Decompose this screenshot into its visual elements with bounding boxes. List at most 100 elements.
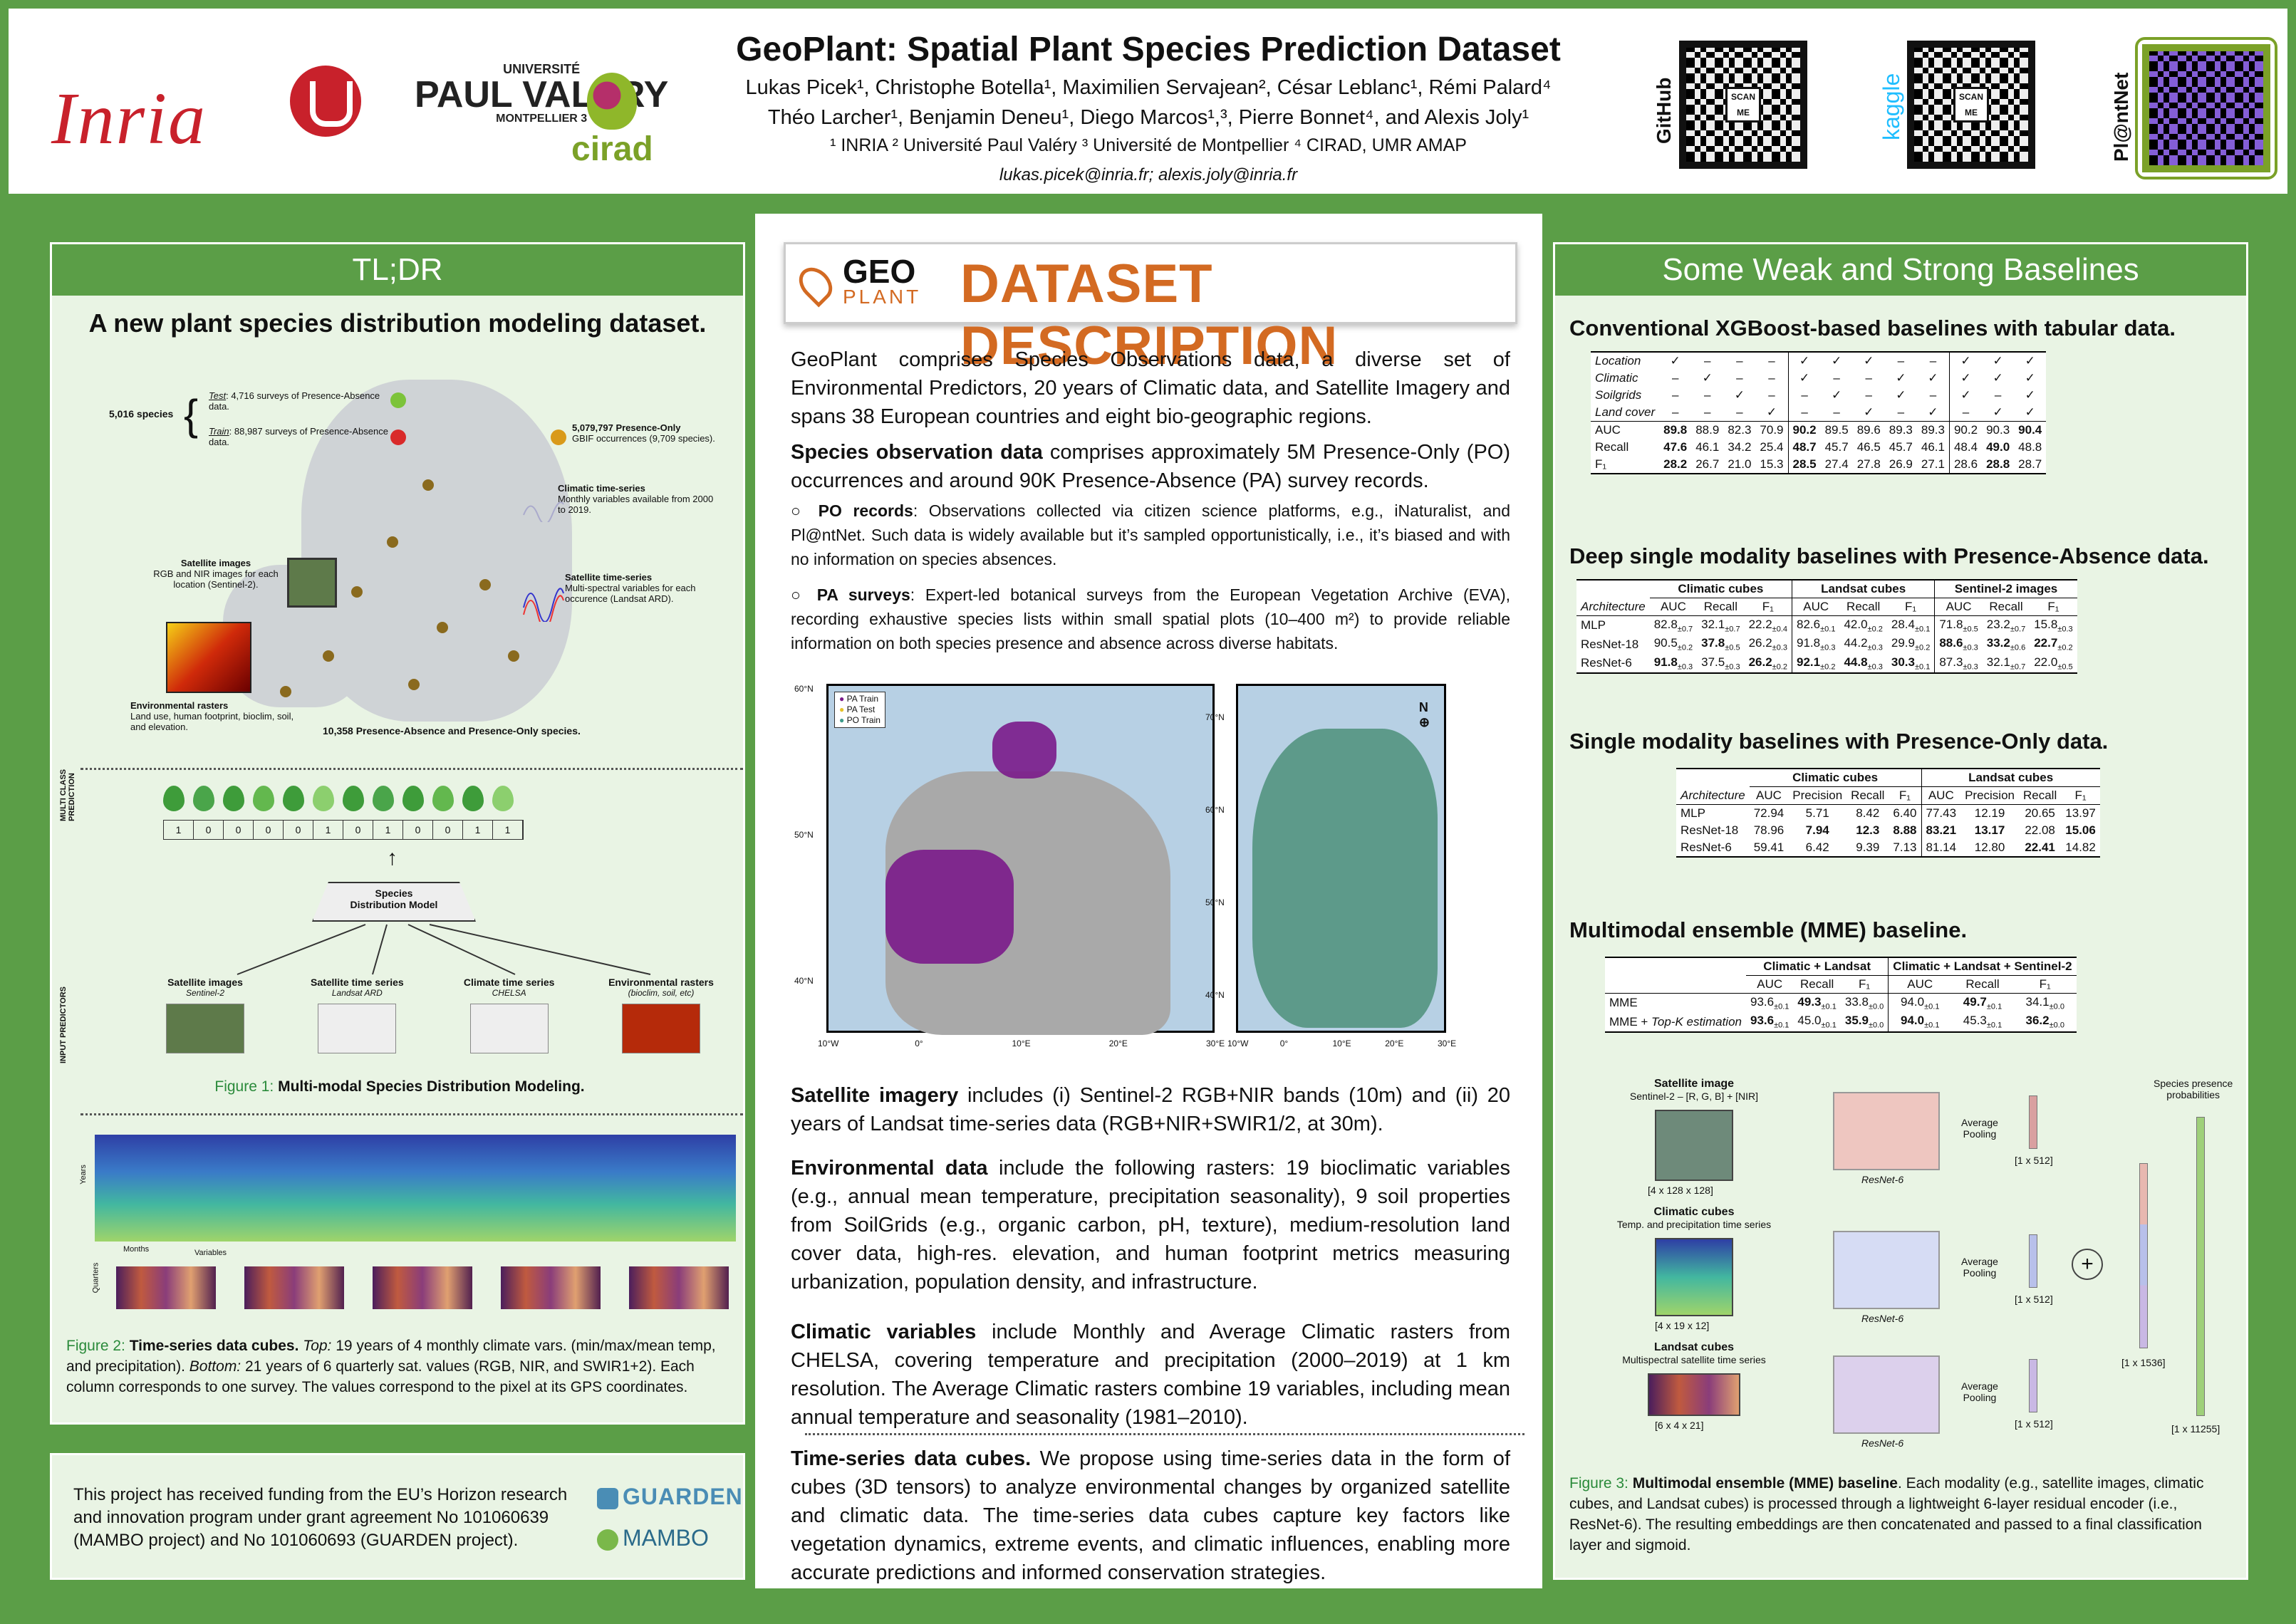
input-predictor-subtitle: CHELSA	[492, 988, 526, 998]
embedding-vector	[2029, 1234, 2037, 1288]
cell-value: 92.1	[1797, 655, 1821, 669]
survey-dot	[323, 650, 334, 662]
concatenate-icon: +	[2072, 1249, 2103, 1280]
table-cell: 88.6±0.3	[1934, 635, 1983, 654]
satellite-image-shape: [4 x 128 x 128]	[1648, 1185, 1713, 1196]
table-cell: –	[1787, 404, 1821, 422]
inria-logo: Inria	[51, 78, 207, 160]
table-row: AUC 89.8 88.9 82.3 70.9 90.2 89.5 89.6 89.3 89.3 9…	[1591, 421, 2046, 439]
cell-value: 42.0	[1844, 618, 1868, 631]
table-cell: ✓	[1993, 405, 2003, 419]
survey-dot	[408, 679, 420, 690]
table-group-header: Climatic cubes	[1649, 580, 1792, 598]
affiliations: ¹ INRIA ² Université Paul Valéry ³ Unive…	[830, 135, 1467, 155]
row-header: MLP	[1681, 806, 1705, 820]
leaf-icon	[402, 786, 424, 811]
row-header: MME + Top-K estimation	[1605, 1012, 1746, 1031]
table-cell: 47.6	[1663, 440, 1688, 454]
input-predictor-subtitle: Landsat ARD	[331, 988, 383, 998]
github-qr-code[interactable]: SCAN ME	[1679, 41, 1807, 169]
cell-std: ±0.2	[1772, 662, 1788, 672]
table-row: Climatic – ✓ – – ✓ – – ✓ ✓ ✓ ✓ ✓	[1591, 370, 2046, 387]
cell-value: 37.5	[1701, 655, 1725, 669]
train-marker-icon	[390, 430, 406, 445]
mambo-logo: MAMBO	[597, 1525, 709, 1551]
prediction-vector-cell: 0	[403, 821, 433, 839]
embedding-vector	[2029, 1095, 2037, 1149]
poster-header: Inria UNIVERSITÉ PAUL VALÉRY MONTPELLIER…	[9, 9, 2287, 194]
row-header: F₁	[1595, 457, 1607, 471]
leaf-icon	[313, 786, 334, 811]
prediction-vector-cell: 0	[284, 821, 313, 839]
table-cell: 26.2±0.2	[1745, 654, 1792, 673]
table-cell: 29.9±0.2	[1887, 635, 1935, 653]
table-cell: 25.4	[1760, 440, 1784, 454]
axis-months: Months	[123, 1245, 150, 1254]
table-cell: ✓	[1670, 354, 1681, 368]
leaf-icon	[373, 786, 394, 811]
cell-std: ±0.3	[1867, 662, 1883, 672]
row-header: Land cover	[1595, 405, 1656, 419]
satellite-image-input-label: Satellite image Sentinel-2 – [R, G, B] + …	[1629, 1078, 1759, 1102]
table-cell: 93.6±0.1	[1746, 994, 1793, 1013]
output-shape: [1 x 11255]	[2171, 1423, 2220, 1435]
cirad-logo: cirad	[571, 73, 653, 169]
cell-value: 23.2	[1986, 618, 2010, 631]
cell-std: ±0.4	[1772, 625, 1788, 634]
table-cell: 15.06	[2065, 823, 2096, 837]
table-cell: 22.41	[2025, 840, 2055, 854]
cell-std: ±0.0	[1868, 1021, 1884, 1030]
table-group-header: Climatic + Landsat + Sentinel-2	[1888, 957, 2077, 976]
cell-value: 91.8	[1797, 636, 1821, 650]
input-predictor-thumbnail	[621, 1004, 700, 1053]
table-col-header: F₁	[2039, 977, 2051, 991]
plantnet-qr-code[interactable]	[2142, 44, 2270, 172]
map-axis-label: 0°	[915, 1039, 923, 1048]
table-cell: ✓	[1948, 352, 1983, 370]
kaggle-qr-code[interactable]: SCAN ME	[1907, 41, 2035, 169]
guarden-logo: GUARDEN	[597, 1484, 743, 1510]
cell-std: ±0.3	[2057, 625, 2073, 634]
table-cell: –	[1897, 354, 1905, 368]
table-cell: 23.2±0.7	[1983, 616, 2030, 635]
input-predictor-title: Satellite images	[167, 977, 243, 988]
geoplant-logo-geo: GEO	[843, 253, 916, 290]
table-cell: 6.40	[1893, 806, 1917, 820]
table-cell: 45.0±0.1	[1793, 1012, 1840, 1031]
row-header: Soilgrids	[1595, 388, 1642, 402]
table-cell: ✓	[1766, 405, 1777, 419]
table-cell: –	[1768, 354, 1775, 368]
cell-value: 34.1	[2025, 995, 2050, 1009]
map-legend: ● PA Train ● PA Test ● PO Train	[834, 692, 885, 728]
climatic-cube-shape: [4 x 19 x 12]	[1655, 1320, 1710, 1331]
deep-pa-table-title: Deep single modality baselines with Pres…	[1569, 543, 2209, 568]
europe-overview-map: 5,016 species { Test: 4,716 surveys of P…	[66, 351, 729, 750]
table-col-header-row: AUC Recall F₁ AUC Recall F₁	[1605, 975, 2077, 994]
row-header: ResNet-18	[1681, 823, 1739, 837]
table-row: Soilgrids – – ✓ – – ✓ – ✓ – ✓ – ✓	[1591, 387, 2046, 404]
cell-std: ±0.1	[1914, 662, 1931, 672]
contact-emails[interactable]: lukas.picek@inria.fr; alexis.joly@inria.…	[999, 165, 1298, 184]
leaf-icon	[462, 786, 484, 811]
cell-std: ±0.1	[1774, 1002, 1789, 1011]
table-cell: –	[1833, 405, 1840, 419]
satellite-images-label: Satellite images RGB and NIR images for e…	[153, 558, 279, 590]
landsat-cube	[116, 1266, 216, 1309]
table-cell: ✓	[1832, 388, 1842, 402]
species-observation-paragraph: Species observation data comprises appro…	[791, 441, 1511, 492]
table-arch-header	[1605, 976, 1746, 994]
input-predictor-subtitle: (bioclim, soil, etc)	[628, 988, 695, 998]
cell-std: ±0.3	[1725, 662, 1740, 672]
cell-std: ±0.7	[1677, 625, 1693, 634]
cell-std: ±0.2	[1820, 662, 1836, 672]
table-group-header: Landsat cubes	[1921, 769, 2100, 787]
leaf-icon	[193, 786, 214, 811]
cell-std: ±0.3	[1867, 643, 1883, 652]
table-col-header: AUC	[1660, 600, 1686, 613]
survey-dot	[479, 579, 491, 590]
row-name: MME +	[1609, 1014, 1652, 1029]
cell-value: 90.5	[1653, 636, 1678, 650]
input-predictor-title: Satellite time series	[310, 977, 404, 988]
map-axis-label: 10°W	[1227, 1039, 1249, 1048]
tldr-subheading: A new plant species distribution modelin…	[88, 308, 707, 338]
